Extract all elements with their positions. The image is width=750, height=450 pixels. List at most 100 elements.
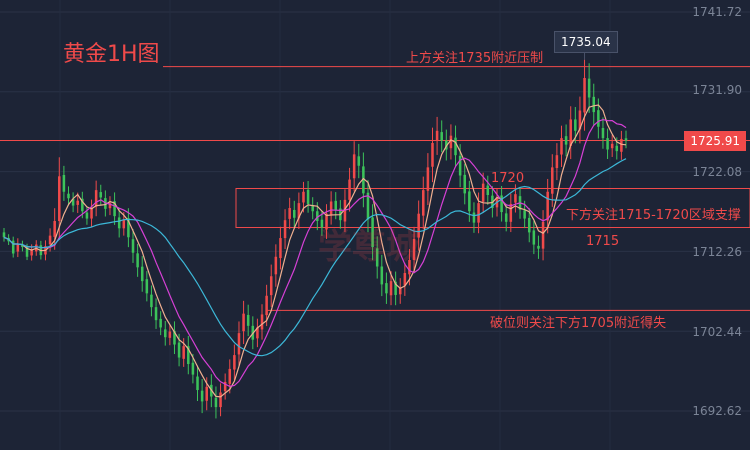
candle-up xyxy=(620,138,623,152)
candle-down xyxy=(445,140,448,150)
candle-down xyxy=(173,330,176,345)
candle-down xyxy=(564,136,568,145)
candle-down xyxy=(85,212,89,219)
candle-up xyxy=(329,201,333,215)
ma-slow-line xyxy=(3,158,627,357)
watermark: 学尊城 xyxy=(318,227,420,267)
candle-up xyxy=(237,333,241,355)
candle-down xyxy=(99,192,103,198)
y-tick-label: 1692.62 xyxy=(692,404,742,418)
candle-up xyxy=(90,208,93,219)
candle-down xyxy=(357,156,361,166)
candle-up xyxy=(48,235,52,245)
candle-up xyxy=(389,281,393,296)
candle-down xyxy=(177,342,181,358)
candle-down xyxy=(504,213,508,222)
chart-title: 黄金1H图 xyxy=(63,42,160,67)
candle-down xyxy=(191,362,195,375)
candle-up xyxy=(412,238,416,261)
candle-down xyxy=(463,174,467,194)
candle-down xyxy=(163,329,167,338)
candle-down xyxy=(127,218,130,238)
candle-down xyxy=(380,266,384,285)
candle-down xyxy=(371,217,374,248)
candle-up xyxy=(449,135,453,149)
candle-up xyxy=(555,155,559,169)
candle-down xyxy=(366,192,370,220)
candle-up xyxy=(242,313,245,332)
candle-up xyxy=(53,221,56,237)
candle-up xyxy=(551,167,554,194)
support-zone-annotation: 下方关注1715-1720区域支撑 xyxy=(566,208,741,223)
candle-down xyxy=(25,247,29,257)
candle-up xyxy=(94,190,98,207)
ma-mid-line xyxy=(3,118,627,388)
breakdown-annotation: 破位则关注下方1705附近得失 xyxy=(490,316,667,331)
candle-up xyxy=(426,167,430,191)
candle-down xyxy=(468,191,471,212)
candle-down xyxy=(200,390,204,402)
candle-up xyxy=(30,249,33,256)
candle-up xyxy=(569,119,572,146)
candle-up xyxy=(481,183,485,202)
candle-down xyxy=(246,314,250,326)
y-tick-label: 1702.44 xyxy=(692,325,742,339)
candle-down xyxy=(537,245,540,249)
candle-up xyxy=(58,176,61,222)
candle-up xyxy=(265,295,268,316)
y-tick-label: 1712.26 xyxy=(692,245,742,259)
candle-down xyxy=(131,239,135,253)
candle-up xyxy=(610,143,614,149)
candle-up xyxy=(541,221,545,249)
y-tick-label: 1722.08 xyxy=(692,165,742,179)
candle-up xyxy=(182,346,185,359)
candle-up xyxy=(422,190,425,216)
candle-down xyxy=(440,132,443,141)
level-1720-label: 1720 xyxy=(491,171,525,186)
candle-down xyxy=(2,232,6,238)
candle-down xyxy=(292,209,296,218)
candle-down xyxy=(587,78,591,98)
candle-down xyxy=(472,212,476,223)
candle-down xyxy=(316,211,319,222)
candle-down xyxy=(375,248,379,267)
candle-down xyxy=(362,166,365,194)
candle-down xyxy=(196,376,199,391)
candle-up xyxy=(302,191,305,203)
candle-up xyxy=(408,260,411,275)
candle-up xyxy=(583,77,586,113)
candle-up xyxy=(205,386,208,401)
y-tick-label: 1741.72 xyxy=(692,5,742,19)
candle-down xyxy=(21,245,24,248)
candle-up xyxy=(417,213,420,238)
candle-down xyxy=(458,155,462,176)
candle-up xyxy=(477,203,480,223)
candle-down xyxy=(532,230,536,245)
candle-up xyxy=(514,194,517,203)
candle-down xyxy=(624,138,628,141)
candle-up xyxy=(578,110,582,130)
candle-down xyxy=(140,266,144,282)
candle-up xyxy=(560,138,563,155)
candle-up xyxy=(283,220,287,239)
candle-up xyxy=(219,392,222,408)
candle-up xyxy=(279,238,282,259)
candle-up xyxy=(348,179,351,200)
resistance-annotation: 上方关注1735附近压制 xyxy=(406,51,544,66)
candle-down xyxy=(117,217,121,229)
candle-up xyxy=(16,243,20,252)
candle-down xyxy=(385,283,388,294)
candle-up xyxy=(398,287,402,295)
candle-down xyxy=(334,200,338,211)
candle-up xyxy=(233,355,236,370)
candle-down xyxy=(62,175,66,192)
candle-up xyxy=(76,200,79,205)
candle-down xyxy=(136,253,139,268)
high-price-badge: 1735.04 xyxy=(554,31,618,53)
candle-down xyxy=(454,137,457,156)
candle-up xyxy=(403,273,407,286)
candle-up xyxy=(509,203,513,222)
candle-up xyxy=(228,368,232,384)
candle-down xyxy=(71,198,75,206)
